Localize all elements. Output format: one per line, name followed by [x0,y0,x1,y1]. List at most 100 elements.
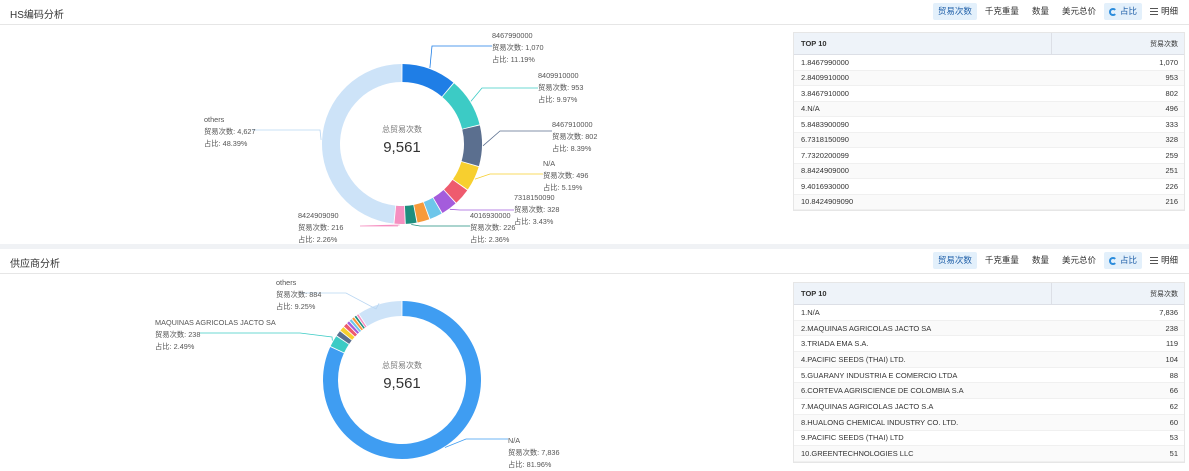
detail-view-label: 明细 [1160,6,1178,16]
slice-value-label: 贸易次数: 4,627 [204,127,256,136]
slice-value-label: 贸易次数: 953 [538,83,583,92]
supplier-donut-chart: 总贸易次数 9,561 N/A 贸易次数: 7,836 占比: 81.96% MAQUIN… [155,278,560,469]
table-header-label: TOP 10 [794,283,1052,304]
donut-slice[interactable] [414,202,430,223]
table-row: 2.MAQUINAS AGRICOLAS JACTO SA 238 [794,320,1184,337]
usd-total-button[interactable]: 美元总价 [1061,6,1096,16]
row-value: 51 [1169,449,1178,459]
donut-slice[interactable] [354,315,365,329]
donut-slice[interactable] [423,197,442,219]
slice-name-label: others [276,278,297,287]
table-header: TOP 10 贸易次数 [794,283,1184,305]
title-divider [0,24,1189,25]
donut-slice[interactable] [444,179,468,203]
donut-slice[interactable] [394,205,405,224]
donut-slice[interactable] [352,317,363,331]
row-value: 60 [1169,417,1178,427]
slice-name-label: N/A [543,159,555,168]
section-separator [0,244,1189,249]
table-row: 4.N/A 496 [794,101,1184,117]
list-icon [1149,8,1158,15]
slice-value-label: 贸易次数: 328 [514,205,559,214]
donut-slice[interactable] [330,336,349,353]
donut-slice[interactable] [349,319,362,333]
label-leader-line [444,438,508,448]
quantity-button[interactable]: 数量 [1031,6,1049,16]
slice-value-label: 贸易次数: 496 [543,171,588,180]
slice-value-label: 贸易次数: 1,070 [492,43,544,52]
slice-name-label: 8424909090 [298,211,339,220]
row-label: 6.7318150090 [801,135,849,145]
row-label: 1.N/A [801,307,820,317]
table-row: 8.HUALONG CHEMICAL INDUSTRY CO. LTD. 60 [794,414,1184,431]
label-leader-line [359,224,400,227]
table-row: 7.7320200099 259 [794,148,1184,164]
share-view-button[interactable]: 占比 [1103,3,1142,20]
share-view-button[interactable]: 占比 [1103,252,1142,269]
donut-slice[interactable] [402,64,454,97]
section-title: 供应商分析 [10,259,60,270]
slice-value-label: 贸易次数: 216 [298,223,343,232]
donut-slice[interactable] [340,327,355,340]
row-label: 8.HUALONG CHEMICAL INDUSTRY CO. LTD. [801,417,959,427]
donut-slice[interactable] [336,331,352,344]
slice-name-label: 8467990000 [492,31,533,40]
donut-slice[interactable] [461,125,482,167]
slice-share-label: 占比: 2.26% [298,235,338,244]
table-row: 9.PACIFIC SEEDS (THAI) LTD 53 [794,431,1184,447]
label-leader-line [300,292,380,310]
row-label: 4.PACIFIC SEEDS (THAI) LTD. [801,354,906,364]
donut-slice[interactable] [404,204,417,224]
slice-value-label: 贸易次数: 884 [276,290,321,299]
row-value: 953 [1165,73,1178,83]
detail-view-button[interactable]: 明细 [1145,252,1183,269]
donut-slice[interactable] [356,314,367,328]
table-row: 3.8467910000 802 [794,86,1184,102]
slice-share-label: 占比: 81.96% [508,460,552,469]
label-leader-line [470,87,538,102]
hs-code-donut-chart: 总贸易次数 9,561 8467990000 贸易次数: 1,070 占比: 11.19… [204,31,597,244]
slice-name-label: others [204,115,225,124]
table-row: 1.8467990000 1,070 [794,55,1184,71]
row-value: 259 [1165,150,1178,160]
weight-kg-button[interactable]: 千克重量 [984,255,1019,265]
row-value: 53 [1169,433,1178,443]
slice-value-label: 贸易次数: 7,836 [508,448,560,457]
donut-slice[interactable] [433,190,456,213]
row-value: 328 [1165,135,1178,145]
label-leader-line [474,173,543,180]
label-leader-line [429,45,492,68]
usd-total-button[interactable]: 美元总价 [1061,255,1096,265]
row-label: 8.8424909000 [801,166,849,176]
donut-slice[interactable] [322,64,402,224]
slice-share-label: 占比: 11.19% [492,55,535,64]
trade-count-button[interactable]: 贸易次数 [932,3,977,20]
slice-value-label: 贸易次数: 802 [552,132,597,141]
row-value: 119 [1166,339,1178,349]
row-label: 5.8483900090 [801,119,849,129]
donut-slice[interactable] [452,161,479,190]
table-row: 6.7318150090 328 [794,132,1184,148]
row-label: 10.GREENTECHNOLOGIES LLC [801,449,914,459]
row-label: 2.8409910000 [801,73,849,83]
row-value: 104 [1165,354,1178,364]
metric-toolbar: 贸易次数 千克重量 数量 美元总价 占比 明细 [930,252,1183,269]
row-label: 3.TRIADA EMA S.A. [801,339,869,349]
slice-value-label: 贸易次数: 226 [470,223,515,232]
trade-count-button[interactable]: 贸易次数 [932,252,977,269]
donut-slice[interactable] [359,301,402,327]
table-row: 10.8424909090 216 [794,194,1184,210]
detail-view-button[interactable]: 明细 [1145,3,1183,20]
weight-kg-button[interactable]: 千克重量 [984,6,1019,16]
donut-slice[interactable] [347,321,360,334]
label-leader-line [482,130,552,147]
donut-slice[interactable] [343,323,358,337]
donut-slice[interactable] [442,83,480,129]
supplier-analysis-section: 供应商分析 贸易次数 千克重量 数量 美元总价 占比 明细 总贸易次数 9,561… [0,249,1189,471]
table-row: 7.MAQUINAS AGRICOLAS JACTO S.A 62 [794,399,1184,415]
row-label: 7.MAQUINAS AGRICOLAS JACTO S.A [801,401,934,411]
slice-share-label: 占比: 8.39% [552,144,592,153]
table-row: 9.4016930000 226 [794,179,1184,195]
quantity-button[interactable]: 数量 [1031,255,1049,265]
slice-name-label: 8409910000 [538,71,579,80]
